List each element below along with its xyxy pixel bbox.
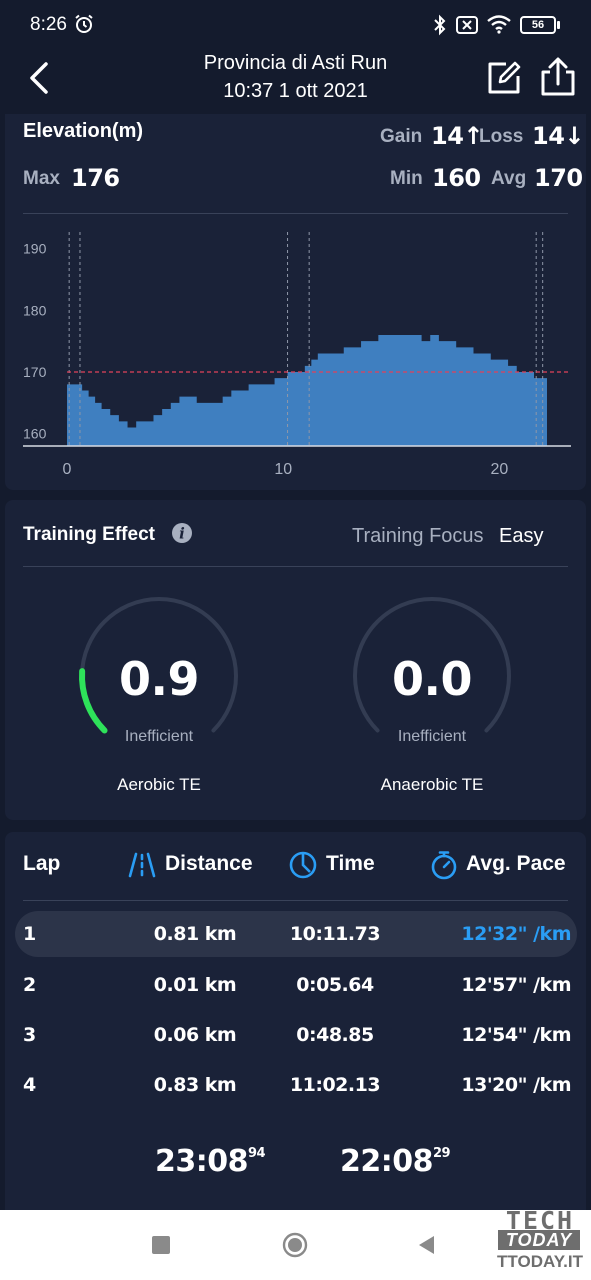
lap-time: 10:11.73 [289,923,381,945]
time-column-header[interactable]: Time [326,852,375,875]
training-effect-card: Training Effect i Training Focus Easy 0.… [5,500,586,820]
min-value: 160 [432,164,481,192]
mute-icon [456,16,478,34]
lap-distance: 0.06 km [153,1024,237,1046]
svg-text:i: i [179,525,185,543]
anaerobic-te-value: 0.0 [392,652,473,706]
x-tick-label: 0 [63,461,72,478]
gain-value: 14↑ [431,122,484,150]
page-title: Provincia di Asti Run [203,52,388,74]
avg-label: Avg [491,168,527,189]
lap-number: 2 [23,974,36,996]
x-tick-label: 20 [491,461,509,478]
total-time-1-fraction: 94 [248,1146,266,1161]
status-bar: 8:26 56 [0,0,591,50]
total-time-2-fraction: 29 [433,1146,451,1161]
elevation-divider [23,213,568,214]
pace-column-header[interactable]: Avg. Pace [466,852,566,875]
page-subtitle: 10:37 1 ott 2021 [223,80,368,102]
lap-pace: 12'54" /km [461,1024,571,1046]
lap-row[interactable]: 2 0.01 km 0:05.64 12'57" /km [15,962,577,1008]
share-icon[interactable] [538,56,578,98]
lap-column-header[interactable]: Lap [23,852,61,875]
lap-number: 1 [23,923,36,945]
anaerobic-te-status: Inefficient [397,728,467,745]
time-icon [289,851,317,879]
back-arrow-icon[interactable] [22,58,58,98]
back-icon[interactable] [416,1234,436,1256]
status-time: 8:26 [30,14,67,35]
training-effect-title: Training Effect [23,524,155,545]
bluetooth-icon [434,14,446,36]
gain-label: Gain [380,126,423,147]
elevation-chart: 160 170 180 190 0 10 20 [23,232,571,478]
aerobic-te-label: Aerobic TE [117,775,201,794]
avg-value: 170 [534,164,583,192]
recents-icon[interactable] [152,1236,170,1254]
lap-distance: 0.81 km [153,923,237,945]
wifi-icon [487,15,511,34]
battery-icon: 56 [520,16,556,34]
laps-divider [23,900,568,901]
lap-row[interactable]: 1 0.81 km 10:11.73 12'32" /km [15,911,577,957]
watermark-line-2: TODAY [498,1230,580,1250]
aerobic-gauge-fill [79,668,108,734]
lap-time: 0:48.85 [296,1024,374,1046]
anaerobic-gauge-track [353,597,511,733]
aerobic-te-value: 0.9 [119,652,200,706]
lap-number: 3 [23,1024,36,1046]
edit-icon[interactable] [484,58,524,98]
training-focus-value: Easy [499,525,544,547]
lap-distance: 0.83 km [153,1074,237,1096]
lap-pace: 12'57" /km [461,974,571,996]
elevation-area [67,335,547,446]
total-time-1-main: 23:08 [155,1144,249,1179]
lap-row[interactable]: 4 0.83 km 11:02.13 13'20" /km [15,1062,577,1108]
laps-card: Lap Distance Time Avg. Pace 1 0.81 km 10:1… [5,832,586,1210]
home-icon[interactable] [282,1232,308,1258]
y-tick-label: 190 [23,241,47,257]
min-label: Min [390,168,423,189]
y-tick-label: 180 [23,302,47,318]
loss-value: 14↓ [532,122,585,150]
lap-number: 4 [23,1074,36,1096]
y-tick-label: 160 [23,426,47,442]
lap-pace: 12'32" /km [461,923,571,945]
aerobic-gauge: 0.9 Inefficient [74,596,244,746]
elevation-title: Elevation(m) [23,120,144,142]
lap-row[interactable]: 3 0.06 km 0:48.85 12'54" /km [15,1012,577,1058]
lap-pace: 13'20" /km [461,1074,571,1096]
anaerobic-te-label: Anaerobic TE [380,775,484,794]
max-label: Max [23,168,60,189]
lap-distance: 0.01 km [153,974,237,996]
aerobic-te-status: Inefficient [124,728,194,745]
total-time-1: 23:0894 [155,1144,266,1179]
distance-column-header[interactable]: Distance [165,852,253,875]
alarm-icon [75,14,93,33]
lap-time: 0:05.64 [296,974,374,996]
elevation-card: Elevation(m) Gain 14↑ Loss 14↓ Max 176 M… [5,114,586,490]
battery-tip [557,21,560,29]
y-tick-label: 170 [23,364,47,380]
battery-level-text: 56 [531,19,545,31]
info-icon[interactable]: i [171,522,193,544]
total-time-2-main: 22:08 [340,1144,434,1179]
x-tick-label: 10 [274,461,292,478]
training-focus-label: Training Focus [352,525,484,547]
techtoday-watermark: TECH TODAY TTODAY.IT [494,1206,586,1276]
header: Provincia di Asti Run 10:37 1 ott 2021 [0,50,591,114]
stopwatch-icon [431,851,457,880]
training-divider [23,566,568,567]
total-time-2: 22:0829 [340,1144,451,1179]
anaerobic-gauge: 0.0 Inefficient [347,596,517,746]
watermark-line-3: TTODAY.IT [497,1252,583,1271]
system-nav-bar: TECH TODAY TTODAY.IT [0,1206,591,1280]
loss-label: Loss [479,126,524,147]
lap-time: 11:02.13 [289,1074,381,1096]
distance-icon [128,852,156,878]
max-value: 176 [71,164,120,192]
